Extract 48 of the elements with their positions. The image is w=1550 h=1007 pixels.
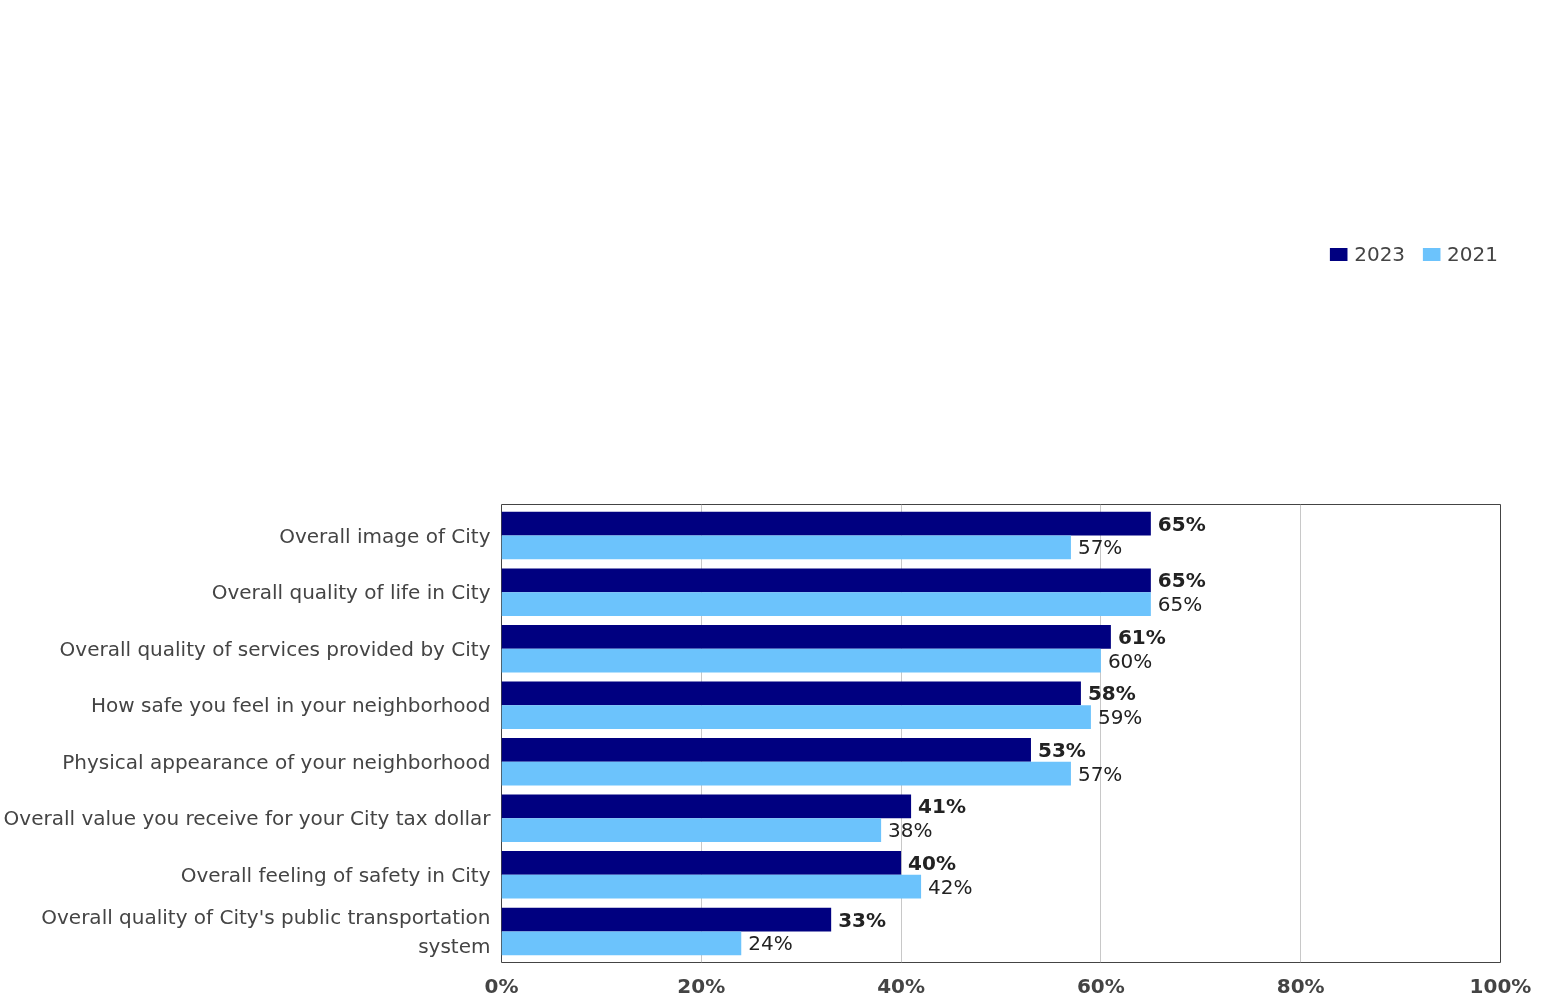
- bar: [501, 818, 882, 843]
- bar: [501, 681, 1081, 706]
- bar: [501, 738, 1031, 762]
- data-label: 57%: [1077, 535, 1123, 560]
- data-label: 61%: [1117, 624, 1166, 649]
- data-label: 41%: [918, 794, 966, 819]
- bar: [501, 761, 1071, 786]
- legend-label: 2023: [1354, 242, 1406, 266]
- data-label: 58%: [1087, 681, 1136, 706]
- bar: [501, 535, 1071, 560]
- data-label: 65%: [1157, 568, 1206, 593]
- x-tick-label: 20%: [677, 973, 726, 998]
- data-label: 33%: [838, 907, 887, 932]
- bar: [501, 624, 1111, 649]
- y-tick-label: Overall quality of services provided by City: [59, 636, 491, 661]
- x-tick-label: 100%: [1469, 973, 1532, 998]
- y-tick-label: Overall image of City: [279, 523, 491, 548]
- bar: [501, 874, 922, 899]
- y-tick-label: Physical appearance of your neighborhood: [62, 749, 491, 774]
- x-tick-label: 80%: [1276, 973, 1325, 998]
- bar: [501, 592, 1151, 616]
- bar: [501, 851, 902, 875]
- data-label: 65%: [1157, 592, 1203, 617]
- data-label: 24%: [748, 931, 793, 956]
- y-tick-label: How safe you feel in your neighborhood: [90, 693, 491, 718]
- data-label: 40%: [908, 850, 956, 875]
- data-label: 60%: [1107, 648, 1153, 673]
- x-tick-label: 0%: [484, 973, 519, 998]
- bar: [501, 705, 1091, 729]
- y-tick-label: Overall quality of life in City: [211, 580, 491, 605]
- bar: [501, 568, 1151, 593]
- y-tick-label: Overall feeling of safety in City: [180, 862, 491, 887]
- data-label: 38%: [888, 818, 933, 843]
- y-tick-label: Overall value you receive for your City tax dollar: [3, 806, 492, 831]
- bar: [501, 931, 742, 956]
- bar: [501, 511, 1151, 536]
- data-label: 57%: [1077, 761, 1123, 786]
- legend-label: 2021: [1447, 242, 1498, 266]
- data-label: 65%: [1157, 511, 1206, 536]
- bar: [501, 648, 1101, 673]
- y-tick-label: Overall quality of City's public transportation system: [41, 905, 491, 958]
- data-label: 53%: [1037, 737, 1086, 762]
- data-label: 59%: [1097, 705, 1143, 730]
- bar: [501, 794, 912, 819]
- data-label: 42%: [928, 874, 973, 899]
- x-tick-label: 40%: [877, 973, 926, 998]
- bar: [501, 907, 832, 932]
- x-tick-label: 60%: [1076, 973, 1125, 998]
